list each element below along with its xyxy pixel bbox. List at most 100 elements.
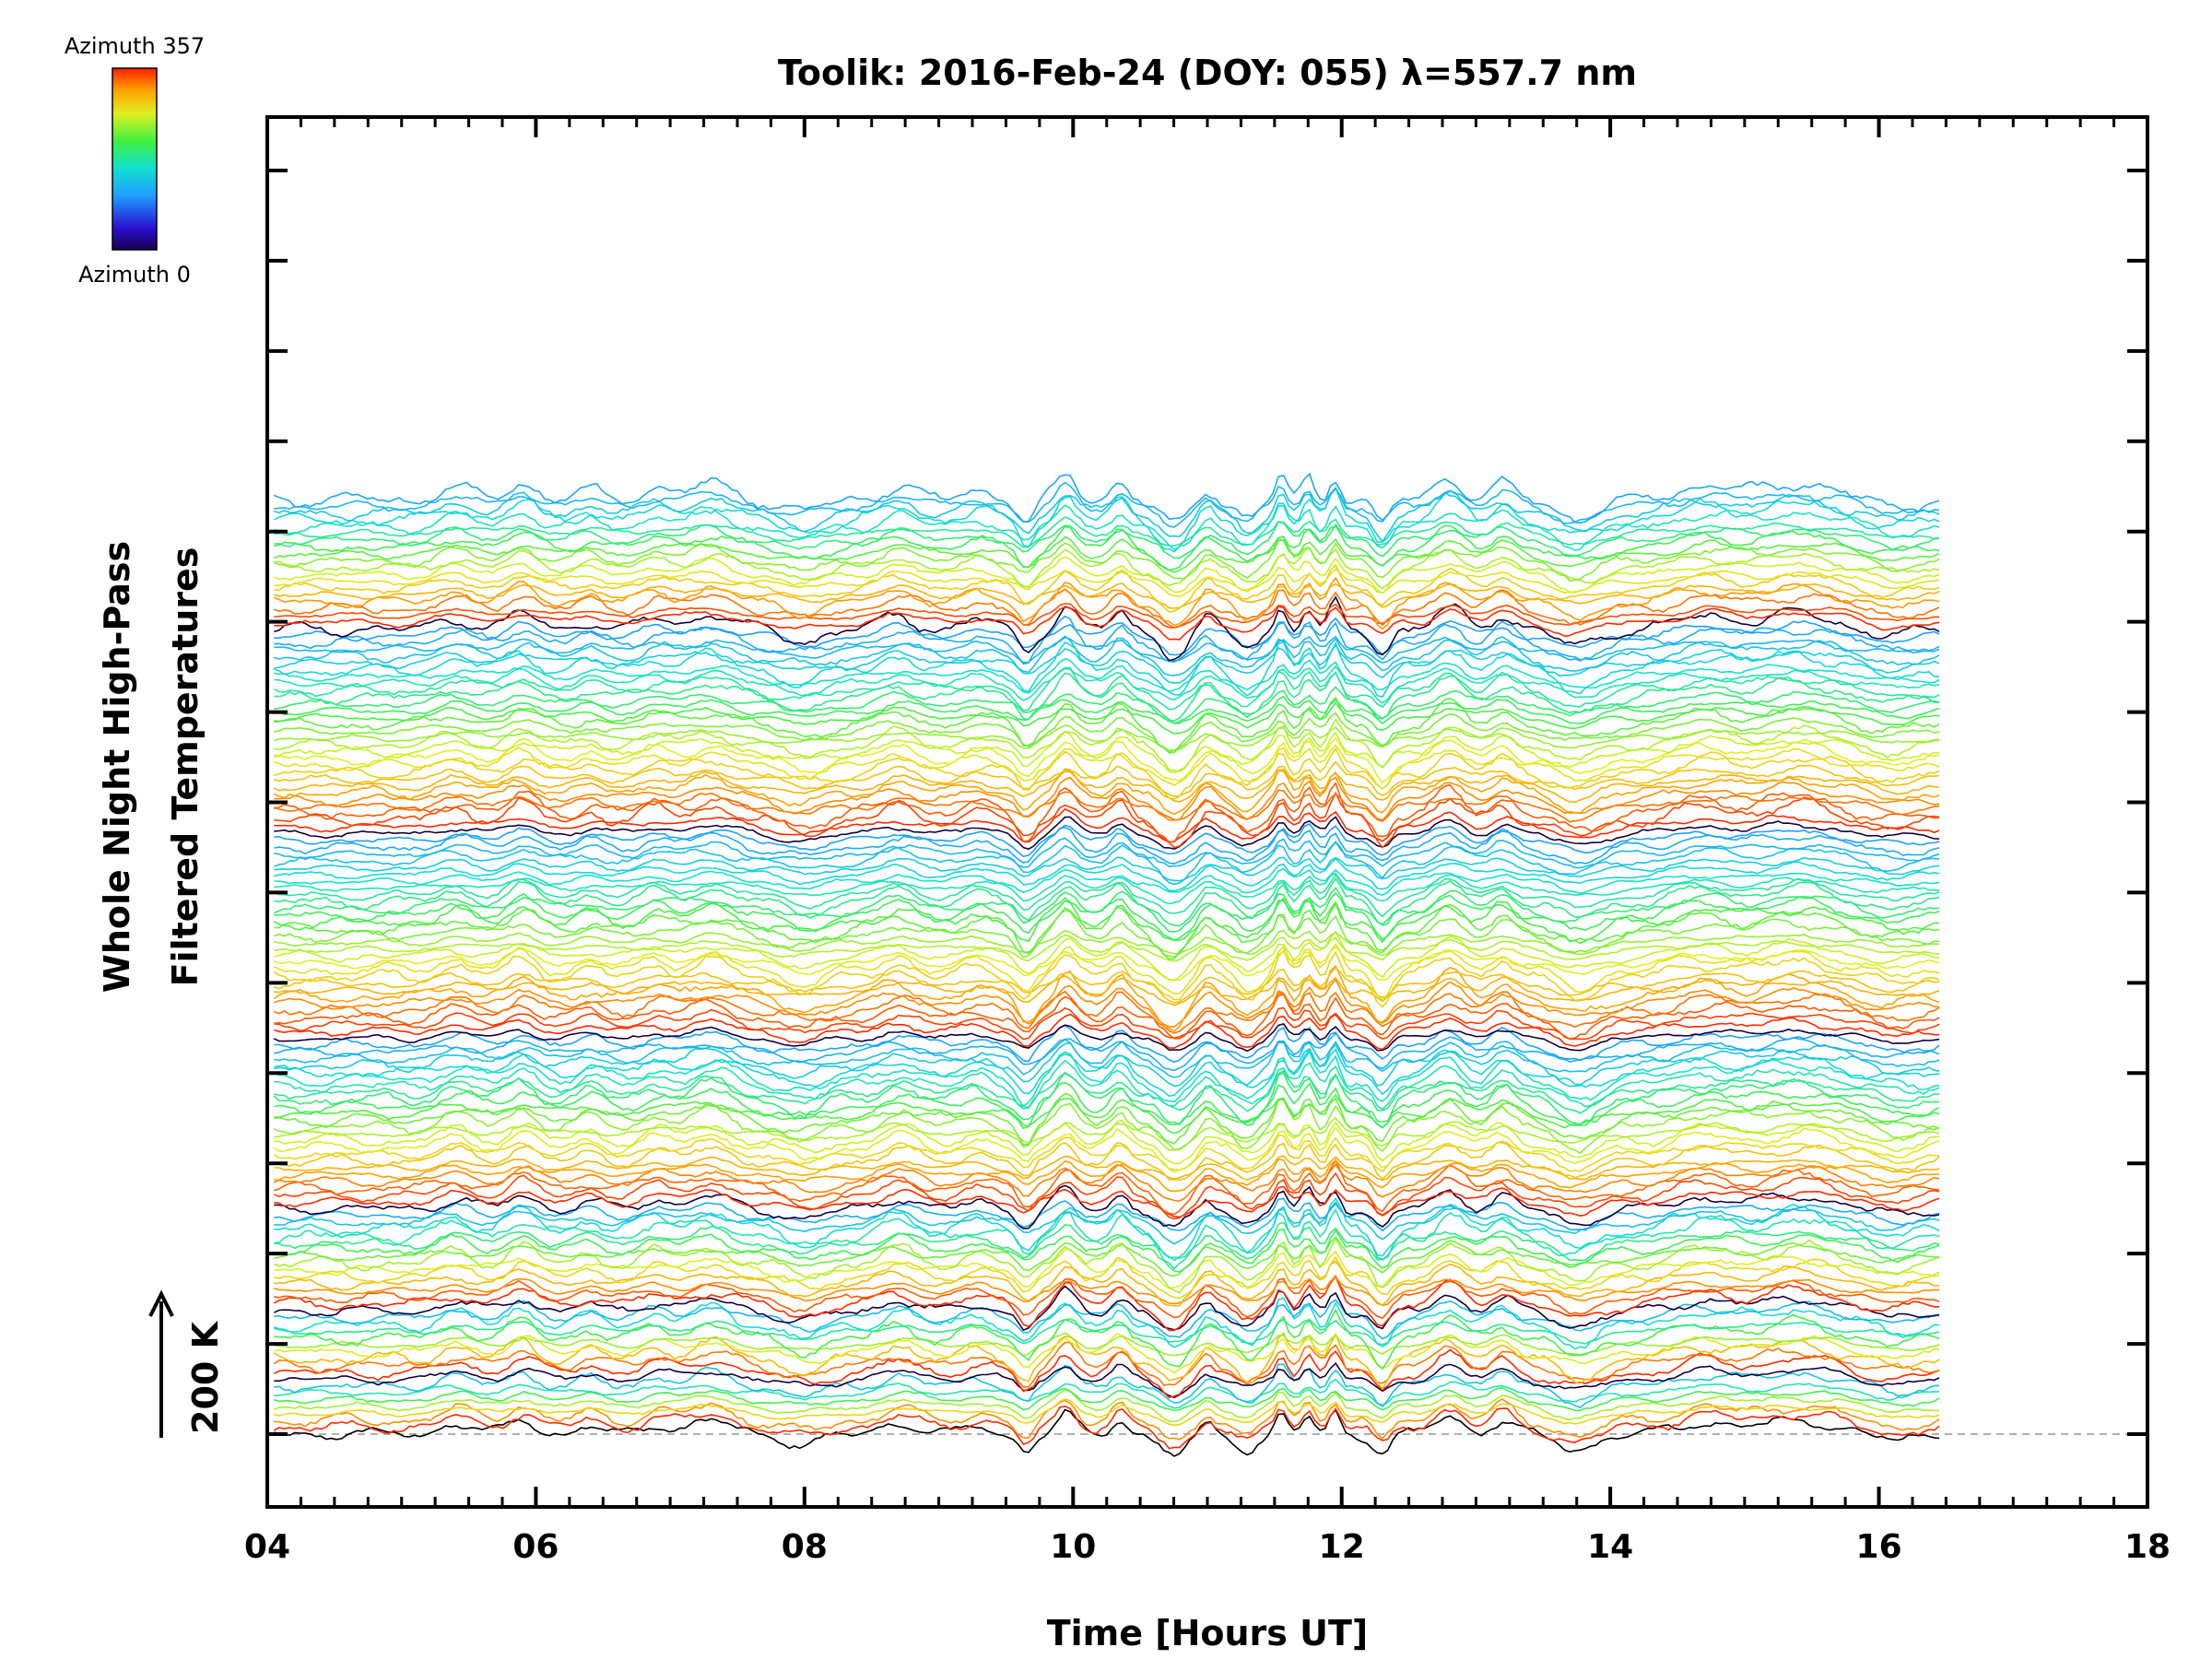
series-line (274, 789, 1940, 823)
series-line (274, 1050, 1940, 1108)
series-line (274, 909, 1940, 959)
series-line (274, 605, 1940, 641)
series-line (274, 1141, 1940, 1181)
series-line (274, 472, 1940, 524)
series-line (274, 1389, 1940, 1423)
series-line (273, 897, 1940, 945)
series-line (273, 1097, 1940, 1155)
series-line (274, 635, 1940, 677)
series-line (274, 1297, 1940, 1350)
series-line (274, 1158, 1940, 1193)
series-line (274, 615, 1940, 665)
series-line (274, 760, 1940, 798)
series-line (274, 1119, 1940, 1165)
series-line (274, 1184, 1940, 1230)
series-line (274, 696, 1940, 754)
series-line (274, 1255, 1940, 1300)
series-line (274, 701, 1940, 735)
x-tick-label: 06 (512, 1528, 559, 1566)
series-line (274, 867, 1940, 896)
scale-bar-arrowhead (148, 1289, 174, 1317)
series-line (273, 1071, 1940, 1129)
series-line (273, 949, 1940, 1008)
series-line (274, 1185, 1940, 1218)
series-line (274, 686, 1940, 725)
series-line (274, 1093, 1940, 1135)
series-line (274, 782, 1940, 843)
series-line (274, 582, 1940, 609)
series-line (273, 873, 1940, 918)
series-line (274, 930, 1940, 982)
series-line (274, 837, 1940, 869)
chart-title: Toolik: 2016-Feb-24 (DOY: 055) λ=557.7 n… (778, 53, 1637, 93)
series-line (273, 1125, 1940, 1173)
series-line (274, 1059, 1940, 1111)
x-tick-labels: 04 06 08 10 12 14 16 18 (244, 1528, 2171, 1566)
series-line (274, 1299, 1940, 1340)
series-line (274, 974, 1940, 1006)
series-line (274, 1201, 1940, 1245)
y-axis-label-line-1: Whole Night High-Pass (97, 541, 137, 993)
colorbar-top-label: Azimuth 357 (65, 33, 205, 59)
series-line (273, 1022, 1940, 1053)
series-line (274, 877, 1940, 927)
series-line (274, 516, 1940, 548)
series-line (274, 1024, 1940, 1064)
colorbar-gradient (112, 67, 158, 251)
series-line (274, 1397, 1940, 1441)
colorbar: Azimuth 357 Azimuth 0 (65, 33, 205, 288)
series-line (274, 736, 1940, 784)
series-line (274, 966, 1940, 1004)
axis-ticks (265, 117, 2149, 1507)
series-line (274, 617, 1940, 656)
series-line (274, 712, 1940, 754)
colorbar-bottom-label: Azimuth 0 (78, 262, 191, 288)
series-line (274, 1363, 1940, 1409)
x-tick-label: 04 (244, 1528, 290, 1566)
y-axis-label: Whole Night High-Pass Filtered Temperatu… (97, 541, 206, 993)
series-line (273, 1285, 1940, 1332)
series-line (274, 816, 1940, 851)
series-line (274, 1248, 1940, 1289)
series-line (273, 487, 1940, 553)
series-line (274, 776, 1940, 822)
series-line (274, 1197, 1940, 1262)
series-line (274, 823, 1940, 858)
series-line (273, 1228, 1940, 1273)
series-line (273, 768, 1940, 804)
x-tick-label: 12 (1319, 1528, 1365, 1566)
series-line (274, 695, 1940, 725)
series-line (274, 1032, 1940, 1072)
series-line (274, 856, 1940, 882)
series-line (274, 1332, 1940, 1357)
series-line (273, 841, 1940, 886)
series-line (274, 1236, 1940, 1277)
series-line (274, 1260, 1940, 1307)
series-line (274, 588, 1940, 629)
series-line (274, 665, 1940, 704)
series-line (274, 724, 1940, 752)
series-line (274, 566, 1940, 598)
series-line (274, 1048, 1940, 1098)
series-line (274, 1275, 1940, 1320)
series-line (273, 768, 1940, 816)
series-line (273, 1134, 1940, 1173)
series-line (274, 744, 1940, 791)
series-line (274, 934, 1940, 962)
series-line (273, 1332, 1940, 1391)
series-line (274, 1276, 1940, 1307)
y-axis-label-line-2: Filtered Temperatures (165, 547, 206, 987)
series-lines (273, 472, 1940, 1457)
x-tick-label: 16 (1856, 1528, 1902, 1566)
series-line (274, 538, 1940, 582)
series-line (274, 730, 1940, 774)
x-axis-label: Time [Hours UT] (1047, 1613, 1369, 1653)
series-line (273, 666, 1940, 712)
series-line (274, 990, 1940, 1034)
series-line (274, 978, 1940, 1028)
series-line (274, 524, 1940, 571)
series-line (274, 1408, 1940, 1457)
series-line (274, 857, 1940, 892)
series-line (274, 1092, 1940, 1146)
